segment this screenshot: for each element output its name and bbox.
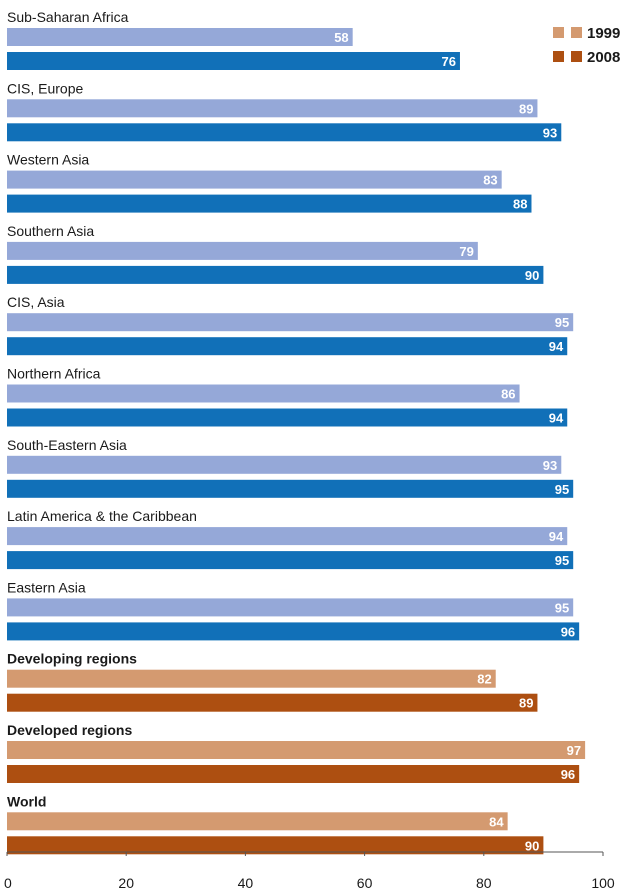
category-label-world: World [7,793,46,809]
bar-developed-regions-2008 [7,765,580,783]
x-tick-label-100: 100 [591,875,615,891]
bars-layer: Sub-Saharan Africa 58 76 CIS, Europe 89 93 Wes… [7,9,586,855]
bar-south-eastern-asia-2008 [7,479,574,498]
bar-value-northern-africa-1999: 86 [501,387,515,402]
x-tick-label-80: 80 [476,875,492,891]
legend-swatch-1999-a [553,27,564,38]
bar-latin-america-the-caribbean-1999 [7,527,568,546]
bar-eastern-asia-1999 [7,598,574,617]
bar-value-developing-regions-1999: 82 [477,672,491,687]
bar-value-southern-asia-1999: 79 [459,244,473,259]
bar-value-western-asia-1999: 83 [483,173,497,188]
bar-sub-saharan-africa-1999 [7,28,353,46]
bar-southern-asia-2008 [7,265,544,284]
bar-developed-regions-1999 [7,741,586,759]
category-label-south-eastern-asia: South-Eastern Asia [7,437,127,453]
bar-value-cis-europe-1999: 89 [519,101,533,116]
category-label-cis-asia: CIS, Asia [7,294,65,310]
x-tick-label-20: 20 [118,875,134,891]
bar-value-eastern-asia-1999: 95 [555,600,569,615]
bar-value-cis-europe-2008: 93 [543,125,557,140]
x-axis: 0 20 40 60 80 100 [4,851,615,891]
bar-sub-saharan-africa-2008 [7,52,460,70]
bar-latin-america-the-caribbean-2008 [7,551,574,570]
bar-western-asia-1999 [7,170,502,189]
bar-northern-africa-1999 [7,384,520,403]
bar-value-world-1999: 84 [489,814,504,829]
legend: 1999 2008 [553,25,620,66]
bar-eastern-asia-2008 [7,622,580,641]
category-label-developed-regions: Developed regions [7,722,132,738]
legend-swatch-2008-b [571,51,582,62]
bar-value-south-eastern-asia-2008: 95 [555,482,569,497]
bar-cis-europe-1999 [7,99,538,118]
bar-value-cis-asia-2008: 94 [549,339,564,354]
bar-southern-asia-1999 [7,241,478,260]
bar-cis-asia-1999 [7,313,574,332]
category-label-developing-regions: Developing regions [7,651,137,667]
category-label-southern-asia: Southern Asia [7,223,94,239]
bar-value-southern-asia-2008: 90 [525,268,539,283]
bar-value-eastern-asia-2008: 96 [561,624,575,639]
bar-western-asia-2008 [7,194,532,213]
bar-world-1999 [7,812,508,831]
bar-world-2008 [7,836,544,855]
bar-value-developing-regions-2008: 89 [519,696,533,711]
legend-swatch-2008-a [553,51,564,62]
bar-value-western-asia-2008: 88 [513,197,527,212]
legend-swatch-1999-b [571,27,582,38]
bar-cis-europe-2008 [7,123,562,142]
x-tick-label-40: 40 [238,875,254,891]
x-tick-label-60: 60 [357,875,373,891]
legend-label-2008: 2008 [587,49,620,66]
bar-northern-africa-2008 [7,408,568,427]
bar-value-world-2008: 90 [525,838,539,853]
bar-value-northern-africa-2008: 94 [549,411,564,426]
category-label-northern-africa: Northern Africa [7,366,101,382]
category-label-latin-america-the-caribbean: Latin America & the Caribbean [7,508,197,524]
bar-south-eastern-asia-1999 [7,455,562,474]
bar-developing-regions-1999 [7,669,496,688]
category-label-eastern-asia: Eastern Asia [7,579,86,595]
category-label-western-asia: Western Asia [7,152,89,168]
bar-value-developed-regions-2008: 96 [561,767,575,782]
bar-value-latin-america-the-caribbean-1999: 94 [549,529,564,544]
category-label-sub-saharan-africa: Sub-Saharan Africa [7,9,129,25]
bar-value-sub-saharan-africa-2008: 76 [441,54,455,69]
bar-value-latin-america-the-caribbean-2008: 95 [555,553,569,568]
x-tick-label-0: 0 [4,875,12,891]
bar-value-sub-saharan-africa-1999: 58 [334,30,348,45]
bar-value-cis-asia-1999: 95 [555,315,569,330]
legend-label-1999: 1999 [587,25,620,42]
bar-value-developed-regions-1999: 97 [567,743,581,758]
bar-developing-regions-2008 [7,693,538,712]
bar-cis-asia-2008 [7,337,568,356]
bar-value-south-eastern-asia-1999: 93 [543,458,557,473]
category-label-cis-europe: CIS, Europe [7,80,83,96]
